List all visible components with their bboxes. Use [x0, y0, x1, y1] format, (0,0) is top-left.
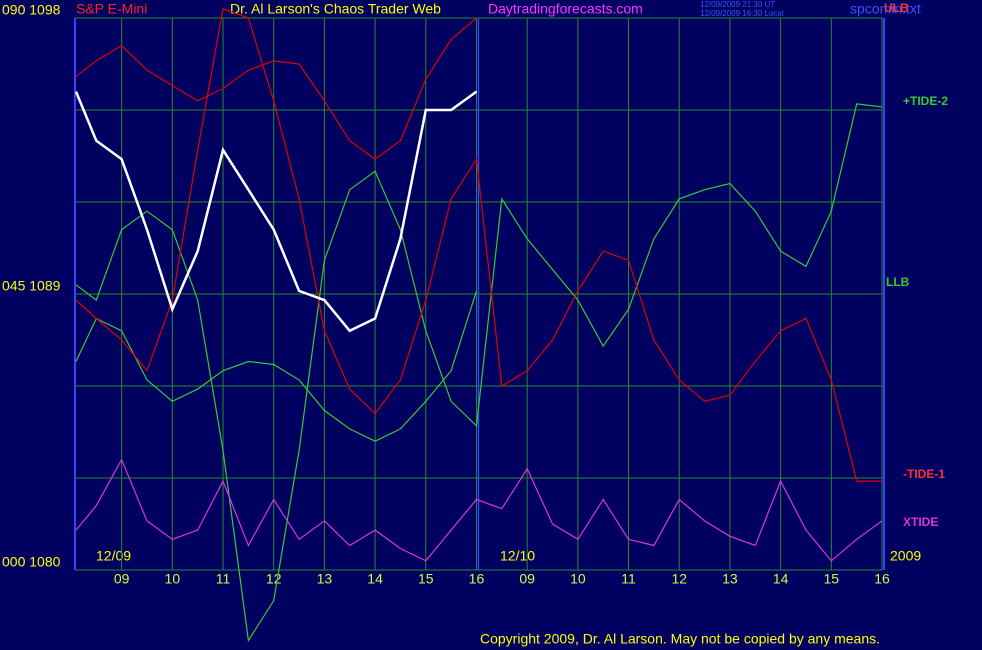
- x-tick-label: 13: [317, 571, 333, 587]
- series-line: [75, 7, 882, 482]
- x-tick-label: 09: [519, 571, 535, 587]
- x-tick-label: 12: [266, 571, 282, 587]
- x-tick-label: 11: [621, 571, 636, 587]
- x-tick-label: 10: [165, 571, 181, 587]
- x-tick-label: 15: [824, 571, 840, 587]
- x-tick-label: 15: [418, 571, 434, 587]
- date-label: 12/10: [500, 548, 535, 564]
- legend-label: ULB: [884, 1, 909, 15]
- date-label: 2009: [890, 548, 921, 564]
- x-tick-label: 10: [570, 571, 586, 587]
- x-tick-label: 13: [722, 571, 738, 587]
- y-tick-label: 045 1089: [2, 278, 61, 294]
- timestamp: 12/09/2009 16:30 Local: [700, 9, 784, 18]
- x-tick-label: 11: [216, 571, 231, 587]
- legend-label: XTIDE: [903, 515, 938, 529]
- x-tick-label: 16: [469, 571, 485, 587]
- copyright: Copyright 2009, Dr. Al Larson. May not b…: [480, 631, 880, 647]
- chart-title: S&P E-Mini: [76, 1, 147, 17]
- date-label: 12/09: [96, 548, 131, 564]
- series-line: [75, 103, 883, 643]
- x-tick-label: 16: [874, 571, 890, 587]
- y-tick-label: 090 1098: [2, 2, 61, 18]
- legend-label: +TIDE-2: [903, 94, 948, 108]
- timestamp: 12/09/2009 21:30 UT: [700, 0, 775, 9]
- legend-label: LLB: [886, 275, 910, 289]
- series-line: [74, 90, 478, 333]
- series-line: [75, 458, 883, 562]
- series-line: [75, 290, 478, 442]
- file-name: spcomin.txt: [850, 1, 921, 17]
- series-line: [75, 17, 477, 160]
- site-name: Daytradingforecasts.com: [488, 1, 643, 17]
- chart-subtitle: Dr. Al Larson's Chaos Trader Web: [230, 1, 441, 17]
- legend-label: -TIDE-1: [903, 467, 945, 481]
- y-tick-label: 000 1080: [2, 554, 61, 570]
- x-tick-label: 14: [773, 571, 789, 587]
- x-tick-label: 09: [114, 571, 130, 587]
- x-tick-label: 14: [367, 571, 383, 587]
- x-tick-label: 12: [671, 571, 687, 587]
